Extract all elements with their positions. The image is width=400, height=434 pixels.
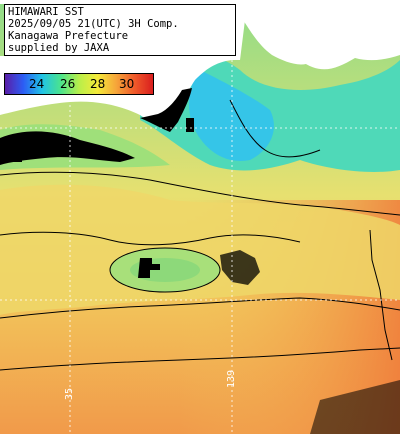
land-boso <box>243 18 312 65</box>
missing-data-eddy <box>138 258 160 278</box>
missing-data-west <box>0 144 22 162</box>
contour-28 <box>0 297 400 319</box>
map-title-box: HIMAWARI SST 2025/09/05 21(UTC) 3H Comp.… <box>4 4 236 56</box>
missing-data-southeast <box>310 380 400 434</box>
missing-data-coast <box>0 131 135 165</box>
temperature-contours <box>0 99 400 371</box>
contour-east <box>369 229 393 361</box>
contour-26 <box>0 171 400 216</box>
temperature-colorbar: 24 26 28 30 <box>4 73 154 95</box>
title-line-4: supplied by JAXA <box>8 42 110 54</box>
title-line-3: Kanagawa Prefecture <box>8 30 129 42</box>
grid-label-lon: 139 <box>226 369 237 388</box>
title-line-2: 2025/09/05 21(UTC) 3H Comp. <box>8 18 179 30</box>
colorbar-tick-30: 30 <box>119 77 135 91</box>
missing-data-east-patch <box>220 250 260 285</box>
missing-data-peninsula <box>140 88 192 132</box>
grid-label-lat: 35 <box>64 387 75 400</box>
contour-27 <box>0 231 301 246</box>
colorbar-tick-26: 26 <box>60 77 76 91</box>
mid-temperature-band <box>0 184 400 315</box>
contour-29 <box>0 347 400 371</box>
colorbar-tick-28: 28 <box>90 77 106 91</box>
title-line-1: HIMAWARI SST <box>8 6 84 18</box>
contour-25 <box>229 99 321 158</box>
missing-data-bay <box>186 118 194 132</box>
colorbar-tick-24: 24 <box>29 77 45 91</box>
